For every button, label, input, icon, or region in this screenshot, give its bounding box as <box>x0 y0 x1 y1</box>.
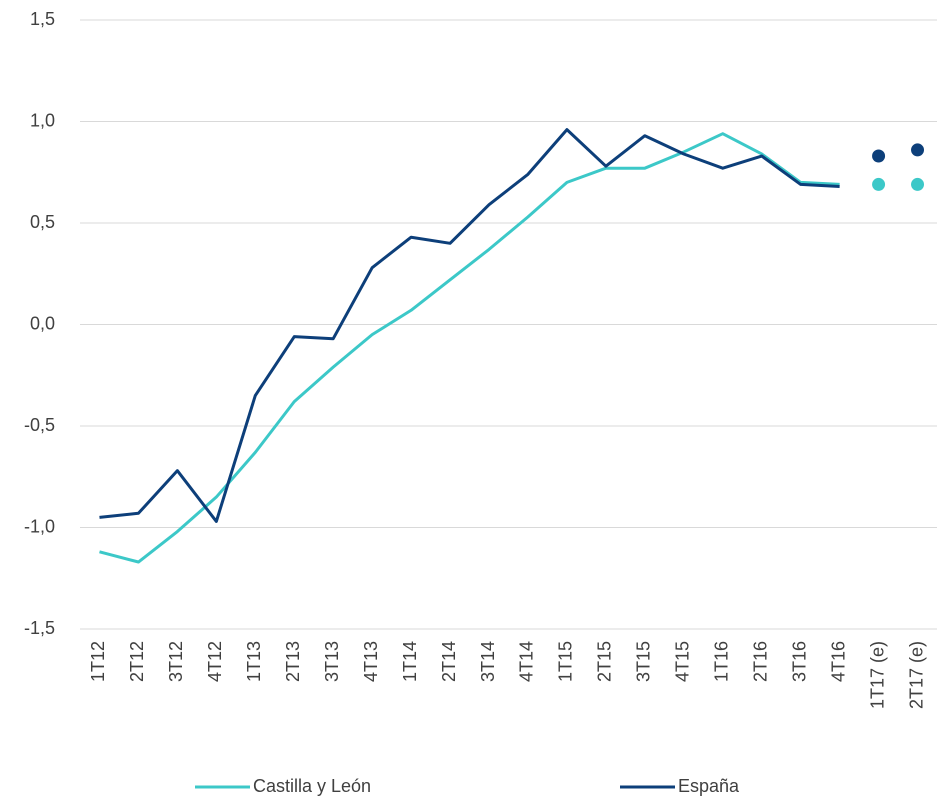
x-tick-label: 1T13 <box>244 641 264 682</box>
x-tick-label: 3T16 <box>789 641 809 682</box>
y-tick-label: 1,0 <box>30 110 55 130</box>
x-tick-label: 3T14 <box>478 641 498 682</box>
estimate-point <box>872 177 886 191</box>
y-tick-label: -1,0 <box>24 516 55 536</box>
series-line <box>99 132 840 564</box>
estimate-point <box>872 149 886 163</box>
legend-label: España <box>678 776 740 796</box>
estimate-point <box>911 143 925 157</box>
x-tick-label: 4T16 <box>828 641 848 682</box>
x-tick-label: 3T12 <box>166 641 186 682</box>
x-tick-label: 3T13 <box>322 641 342 682</box>
x-tick-label: 3T15 <box>634 641 654 682</box>
estimate-point <box>911 177 925 191</box>
x-tick-label: 2T14 <box>439 641 459 682</box>
y-tick-label: 1,5 <box>30 9 55 29</box>
series-line <box>99 128 840 523</box>
x-tick-label: 4T12 <box>205 641 225 682</box>
x-tick-label: 4T14 <box>517 641 537 682</box>
x-tick-label: 1T12 <box>88 641 108 682</box>
x-tick-label: 2T17 (e) <box>906 641 926 709</box>
x-tick-label: 2T13 <box>283 641 303 682</box>
legend-label: Castilla y León <box>253 776 371 796</box>
y-tick-label: -0,5 <box>24 415 55 435</box>
x-tick-label: 1T14 <box>400 641 420 682</box>
x-tick-label: 4T13 <box>361 641 381 682</box>
x-tick-label: 1T17 (e) <box>867 641 887 709</box>
y-tick-label: 0,5 <box>30 212 55 232</box>
x-tick-label: 2T15 <box>595 641 615 682</box>
x-tick-label: 2T16 <box>750 641 770 682</box>
x-tick-label: 2T12 <box>127 641 147 682</box>
x-tick-label: 1T15 <box>556 641 576 682</box>
x-tick-label: 1T16 <box>712 641 732 682</box>
y-tick-label: 0,0 <box>30 313 55 333</box>
y-tick-label: -1,5 <box>24 618 55 638</box>
x-tick-label: 4T15 <box>673 641 693 682</box>
